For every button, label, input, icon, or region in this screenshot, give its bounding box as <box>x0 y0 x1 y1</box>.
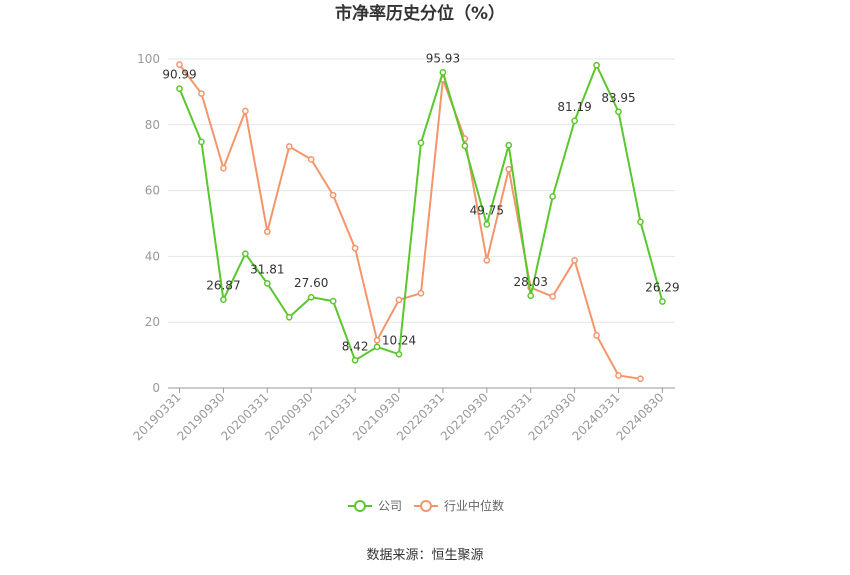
data-point <box>373 343 381 351</box>
data-label: 90.99 <box>162 68 196 82</box>
data-point <box>439 69 447 76</box>
data-point <box>615 108 622 116</box>
data-point <box>483 256 491 264</box>
data-point <box>593 61 600 69</box>
data-label: 95.93 <box>426 51 460 65</box>
data-label: 81.19 <box>557 100 591 114</box>
data-label: 49.75 <box>470 203 504 217</box>
data-label: 10.24 <box>382 333 416 347</box>
y-tick-label: 20 <box>145 315 160 329</box>
data-point <box>263 279 271 287</box>
data-point <box>637 218 644 226</box>
data-label: 83.95 <box>601 91 635 105</box>
y-tick-label: 60 <box>145 184 160 198</box>
grid-lines <box>168 58 675 323</box>
series-lines <box>176 61 666 383</box>
y-tick-label: 100 <box>137 52 160 66</box>
data-point <box>242 250 249 258</box>
legend-label: 行业中位数 <box>444 498 504 513</box>
data-point <box>198 90 205 97</box>
data-point <box>351 244 359 252</box>
legend-marker <box>354 500 366 512</box>
data-point <box>505 141 513 149</box>
data-point <box>637 375 644 383</box>
y-tick-label: 80 <box>145 118 160 132</box>
y-tick-label: 40 <box>145 249 160 263</box>
data-point <box>351 356 359 364</box>
data-point <box>220 296 227 303</box>
legend[interactable]: 公司 行业中位数 <box>348 498 504 513</box>
data-label: 28.03 <box>514 275 548 289</box>
data-point <box>220 164 227 172</box>
data-point <box>571 256 578 264</box>
data-point <box>395 296 403 304</box>
series-line <box>178 63 641 380</box>
data-point <box>242 107 249 115</box>
data-point <box>307 155 315 163</box>
data-point <box>549 293 557 300</box>
data-point <box>373 336 381 344</box>
legend-marker <box>420 500 432 512</box>
data-point <box>285 313 293 321</box>
data-point <box>329 191 337 199</box>
data-label: 31.81 <box>250 262 284 276</box>
data-point <box>659 298 666 305</box>
data-point <box>527 292 535 300</box>
data-label: 26.87 <box>206 279 240 293</box>
data-point <box>417 289 425 297</box>
data-point <box>505 165 513 173</box>
data-source: 数据来源：恒生聚源 <box>366 548 483 563</box>
x-tick-label: 20240830 <box>613 390 666 443</box>
data-point <box>285 143 293 150</box>
legend-item[interactable]: 公司 <box>348 499 402 513</box>
data-label: 8.42 <box>342 339 369 353</box>
data-point <box>263 228 271 236</box>
data-point <box>417 139 425 147</box>
data-label: 26.29 <box>645 281 679 295</box>
data-point <box>176 85 183 92</box>
data-point <box>307 293 315 301</box>
data-point <box>483 220 491 228</box>
y-axis-ticks: 0 20 40 60 80 100 <box>137 52 160 395</box>
legend-label: 公司 <box>378 499 402 513</box>
data-point <box>593 332 600 339</box>
data-labels: 90.99 26.87 31.81 27.60 8.42 10.24 95.93 49.75 2… <box>162 51 679 353</box>
data-point <box>329 297 337 305</box>
data-point <box>176 61 183 68</box>
chart-title: 市净率历史分位（%） <box>335 3 505 24</box>
data-point <box>571 117 578 125</box>
legend-item[interactable]: 行业中位数 <box>414 498 504 513</box>
data-point <box>198 138 205 146</box>
data-point <box>615 372 622 379</box>
data-point <box>549 193 557 200</box>
data-point <box>461 142 469 150</box>
x-axis: 2019033120190930202003312020093020210331… <box>131 387 675 443</box>
data-point <box>395 350 403 358</box>
y-tick-label: 0 <box>152 381 160 395</box>
data-label: 27.60 <box>294 276 328 290</box>
